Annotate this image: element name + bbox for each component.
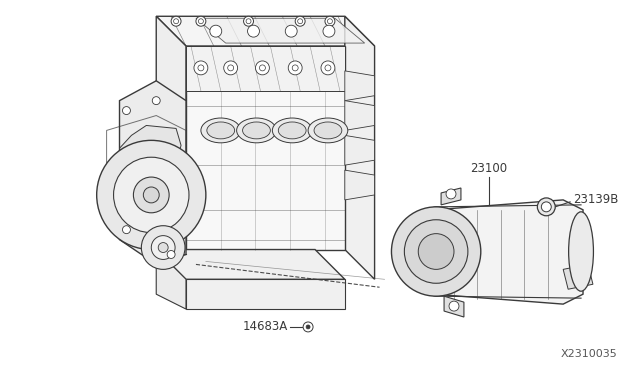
Circle shape — [158, 243, 168, 253]
Circle shape — [323, 25, 335, 37]
Circle shape — [113, 157, 189, 232]
Text: X2310035: X2310035 — [561, 349, 618, 359]
Polygon shape — [345, 71, 374, 101]
Circle shape — [133, 177, 169, 213]
Circle shape — [210, 25, 221, 37]
Circle shape — [143, 187, 159, 203]
Polygon shape — [186, 279, 345, 309]
Circle shape — [541, 202, 551, 212]
Ellipse shape — [308, 118, 348, 143]
Polygon shape — [156, 250, 345, 279]
Circle shape — [292, 65, 298, 71]
Polygon shape — [186, 46, 345, 91]
Circle shape — [173, 19, 179, 24]
Polygon shape — [441, 188, 461, 205]
Circle shape — [321, 61, 335, 75]
Circle shape — [122, 107, 131, 115]
Ellipse shape — [314, 122, 342, 139]
Circle shape — [248, 25, 259, 37]
Circle shape — [298, 19, 303, 24]
Circle shape — [259, 65, 266, 71]
Circle shape — [228, 65, 234, 71]
Circle shape — [198, 65, 204, 71]
Circle shape — [392, 207, 481, 296]
Polygon shape — [345, 16, 374, 279]
Ellipse shape — [243, 122, 270, 139]
Circle shape — [328, 19, 332, 24]
Polygon shape — [434, 200, 583, 304]
Polygon shape — [156, 16, 374, 46]
Circle shape — [404, 220, 468, 283]
Circle shape — [122, 226, 131, 234]
Circle shape — [167, 250, 175, 259]
Circle shape — [303, 322, 313, 332]
Circle shape — [325, 16, 335, 26]
Ellipse shape — [207, 122, 235, 139]
Circle shape — [419, 234, 454, 269]
Ellipse shape — [237, 118, 276, 143]
Circle shape — [196, 16, 206, 26]
Circle shape — [446, 189, 456, 199]
Circle shape — [538, 198, 556, 216]
Polygon shape — [120, 81, 186, 264]
Circle shape — [152, 97, 160, 105]
Circle shape — [194, 61, 208, 75]
Polygon shape — [563, 264, 593, 289]
Polygon shape — [345, 170, 374, 200]
Circle shape — [198, 19, 204, 24]
Circle shape — [97, 140, 206, 250]
Circle shape — [449, 301, 459, 311]
Circle shape — [295, 16, 305, 26]
Circle shape — [288, 61, 302, 75]
Circle shape — [255, 61, 269, 75]
Circle shape — [141, 226, 185, 269]
Polygon shape — [345, 101, 374, 131]
Ellipse shape — [568, 212, 593, 291]
Polygon shape — [156, 250, 186, 309]
Circle shape — [244, 16, 253, 26]
Circle shape — [306, 325, 310, 329]
Polygon shape — [444, 296, 464, 317]
Circle shape — [171, 16, 181, 26]
Ellipse shape — [201, 118, 241, 143]
Polygon shape — [120, 125, 181, 170]
Polygon shape — [345, 135, 374, 165]
Circle shape — [151, 235, 175, 259]
Polygon shape — [156, 16, 186, 279]
Text: 14683A: 14683A — [243, 320, 288, 333]
Circle shape — [325, 65, 331, 71]
Polygon shape — [196, 18, 365, 43]
Ellipse shape — [421, 207, 451, 296]
Ellipse shape — [278, 122, 306, 139]
Circle shape — [224, 61, 237, 75]
Circle shape — [285, 25, 297, 37]
Text: 23139B: 23139B — [573, 193, 618, 206]
Polygon shape — [186, 46, 345, 250]
Text: 23100: 23100 — [470, 162, 508, 175]
Polygon shape — [159, 210, 186, 230]
Circle shape — [246, 19, 251, 24]
Ellipse shape — [273, 118, 312, 143]
